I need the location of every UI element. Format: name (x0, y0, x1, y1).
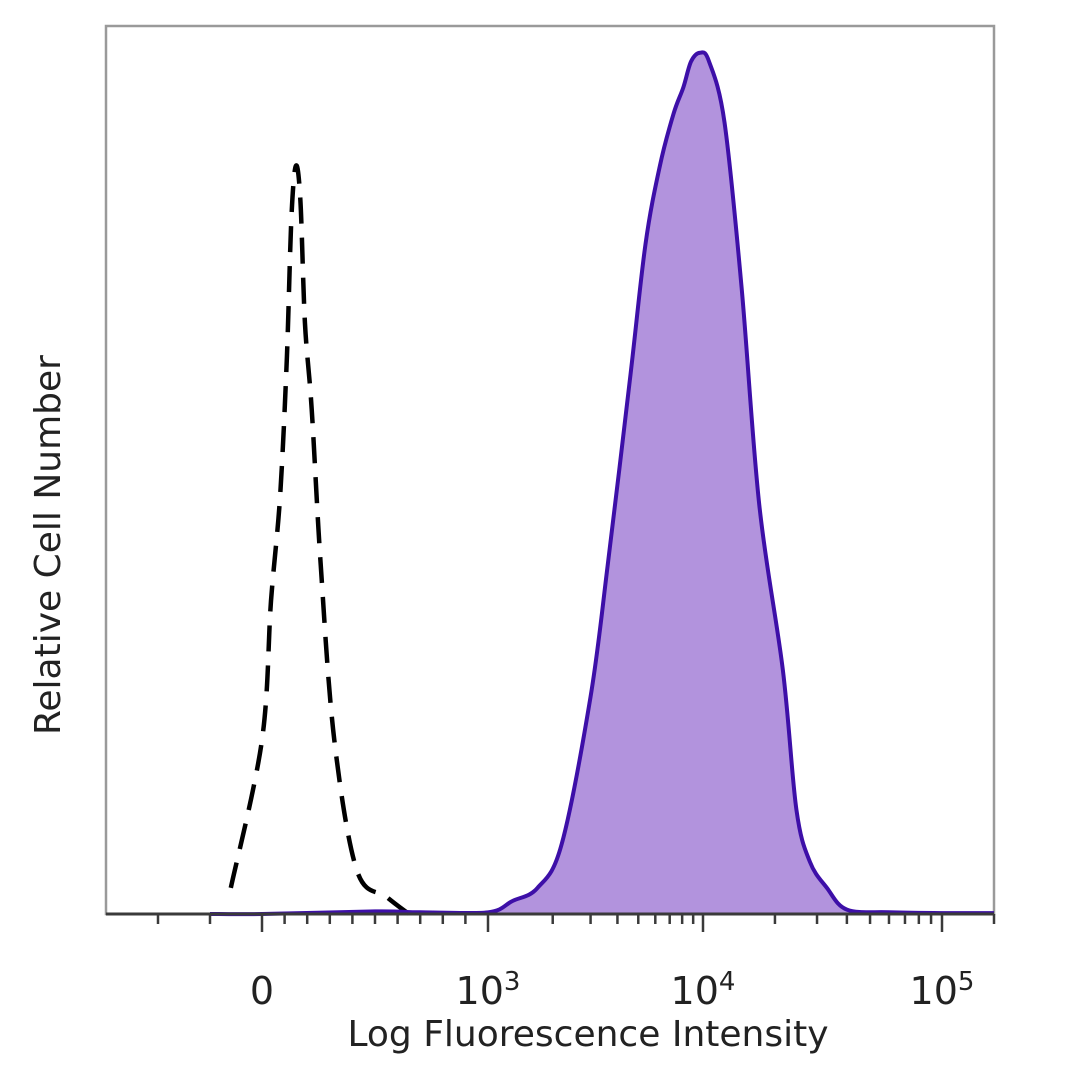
series-0-line (228, 163, 411, 916)
x-tick-label-0: 0 (250, 969, 274, 1013)
x-tick-label-1: 103 (456, 967, 521, 1013)
x-axis-title: Log Fluorescence Intensity (347, 1014, 828, 1055)
tick-layer: 0 103 104 105 (156, 914, 996, 1013)
x-tick-label-2: 104 (671, 967, 736, 1013)
series-layer (209, 50, 995, 917)
series-1-line (209, 50, 995, 917)
x-tick-label-3: 105 (910, 967, 975, 1013)
y-axis-title: Relative Cell Number (28, 355, 69, 735)
plot-frame (104, 24, 996, 916)
series-1-area (210, 52, 994, 915)
